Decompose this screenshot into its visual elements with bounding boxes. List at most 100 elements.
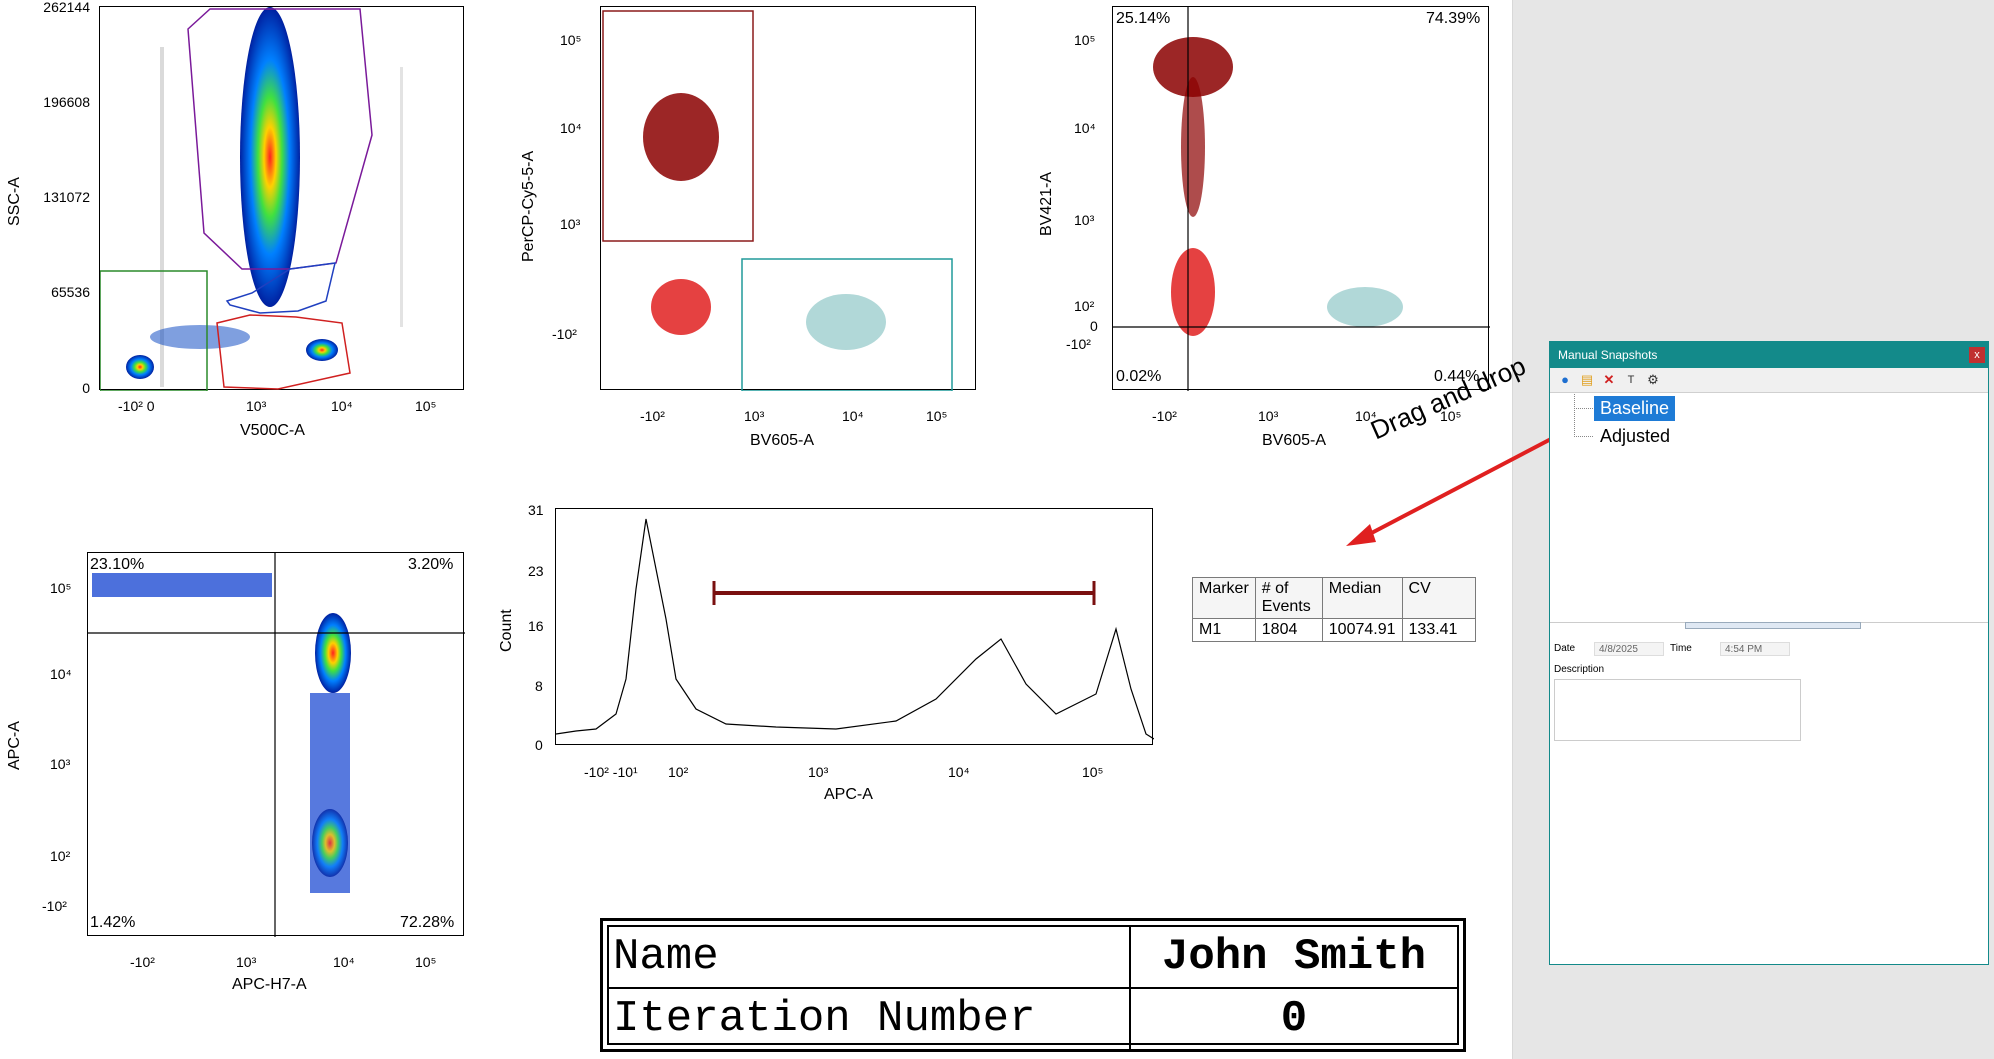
ytick: 262144	[43, 0, 90, 15]
date-field[interactable]: 4/8/2025	[1594, 642, 1664, 656]
rename-icon[interactable]: T	[1627, 374, 1635, 386]
ytick: 23	[528, 563, 544, 579]
xtick: -10² 0	[118, 398, 155, 414]
x-axis-label: BV605-A	[750, 432, 815, 449]
quadrant-ll-pct: 1.42%	[90, 914, 136, 931]
xtick: 10³	[236, 954, 257, 970]
time-field[interactable]: 4:54 PM	[1720, 642, 1790, 656]
col-median: Median	[1321, 577, 1403, 619]
gate-teal[interactable]	[741, 258, 953, 391]
quadrant-ul-pct: 25.14%	[1116, 10, 1171, 27]
manual-snapshots-panel: Manual Snapshots x ● ▤ ✕ T ⚙ Baseline Ad…	[1549, 341, 1989, 965]
name-value: John Smith	[1161, 932, 1427, 982]
ytick: -10²	[552, 326, 577, 342]
add-snapshot-icon[interactable]: ●	[1561, 372, 1569, 387]
ytick: 31	[528, 502, 544, 518]
ytick: 131072	[43, 189, 90, 205]
close-icon[interactable]: x	[1969, 347, 1985, 363]
xtick: -10²	[130, 954, 155, 970]
snapshot-tree: Baseline Adjusted	[1550, 394, 1988, 614]
plot-area[interactable]	[87, 552, 465, 937]
iteration-row: Iteration Number 0	[609, 989, 1457, 1049]
x-axis-label: APC-A	[824, 786, 873, 803]
xtick: 10⁴	[1355, 408, 1377, 424]
marker-stats-table: Marker # of Events Median CV M1 1804 100…	[1192, 577, 1476, 642]
ytick: 0	[1090, 318, 1098, 334]
xtick: 10⁵	[926, 408, 948, 424]
xtick: 10⁴	[948, 764, 970, 780]
scatter-events	[160, 47, 403, 387]
quadrant-ur-pct: 3.20%	[408, 556, 454, 573]
gate-green[interactable]	[100, 270, 208, 391]
col-marker: Marker	[1192, 577, 1256, 619]
x-axis-label: APC-H7-A	[232, 976, 307, 993]
snapshot-item-adjusted[interactable]: Adjusted	[1600, 426, 1671, 446]
plot-area[interactable]	[555, 508, 1154, 745]
xtick: 10⁴	[331, 398, 353, 414]
drag-arrow	[1346, 426, 1573, 546]
ytick: 10⁴	[1074, 120, 1096, 136]
table-row[interactable]: M1 1804 10074.91 133.41	[1192, 618, 1476, 642]
xtick: 10⁴	[842, 408, 864, 424]
y-axis-label: APC-A	[6, 721, 23, 770]
ytick: 65536	[51, 284, 90, 300]
population-lymph	[240, 7, 300, 307]
xtick: 10⁵	[1082, 764, 1104, 780]
ytick: 10⁵	[50, 580, 72, 596]
ytick: 10³	[560, 216, 581, 232]
histogram-trace	[556, 518, 1154, 740]
dot-plot	[602, 10, 953, 391]
xtick: 10⁴	[333, 954, 355, 970]
population-monocyte	[306, 339, 338, 361]
ytick: 8	[535, 678, 543, 694]
name-row: Name John Smith	[609, 927, 1457, 989]
x-axis-label: V500C-A	[240, 422, 305, 439]
name-label: Name	[609, 927, 1131, 987]
xtick: 10⁵	[415, 398, 437, 414]
delete-icon[interactable]: ✕	[1603, 372, 1615, 387]
ytick: 10²	[1074, 298, 1095, 314]
panel-splitter[interactable]	[1685, 622, 1861, 629]
population-teal	[806, 294, 886, 350]
cell-cv: 133.41	[1401, 618, 1476, 642]
compare-icon[interactable]: ⚙	[1647, 372, 1659, 387]
y-axis-label: BV421-A	[1038, 171, 1055, 236]
snapshot-item-baseline[interactable]: Baseline	[1592, 395, 1677, 422]
xtick: 10⁵	[415, 954, 437, 970]
ytick: 0	[82, 380, 90, 396]
plot-area[interactable]	[1112, 6, 1490, 391]
xtick: 10⁵	[1440, 408, 1462, 424]
density-plot	[88, 553, 465, 937]
ytick: 10⁴	[560, 120, 582, 136]
plot-area[interactable]	[600, 6, 976, 391]
ytick: 10³	[50, 756, 71, 772]
panel-title-bar[interactable]: Manual Snapshots x	[1550, 342, 1988, 368]
tree-connector	[1574, 408, 1593, 437]
col-events: # of Events	[1254, 577, 1323, 619]
dot-plot	[1113, 7, 1490, 391]
xtick: 10³	[1258, 408, 1279, 424]
y-axis-label: PerCP-Cy5-5-A	[520, 150, 537, 262]
table-header-row: Marker # of Events Median CV	[1192, 577, 1476, 619]
cell-events: 1804	[1254, 618, 1323, 642]
col-cv: CV	[1401, 577, 1476, 619]
ytick: 10²	[50, 848, 71, 864]
ytick: 0	[535, 737, 543, 753]
population-dark-red	[643, 93, 719, 181]
quadrant-lr-pct: 0.44%	[1434, 368, 1480, 385]
histogram	[556, 518, 1154, 740]
gate-dark-red[interactable]	[602, 10, 754, 242]
gate-blue[interactable]	[225, 262, 336, 314]
folder-add-icon[interactable]: ▤	[1580, 372, 1594, 387]
ytick: 10⁵	[560, 32, 582, 48]
x-axis-label: BV605-A	[1262, 432, 1327, 449]
marker-m1[interactable]	[712, 581, 1096, 605]
gate-red[interactable]	[216, 314, 351, 390]
plot-area[interactable]	[99, 6, 464, 391]
y-axis-label: SSC-A	[6, 177, 23, 226]
xtick: -10² -10¹	[584, 764, 638, 780]
name-iteration-box: Name John Smith Iteration Number 0	[600, 918, 1466, 1052]
gate-live[interactable]	[187, 8, 373, 270]
y-axis-label: Count	[498, 609, 515, 652]
description-field[interactable]	[1554, 679, 1801, 741]
